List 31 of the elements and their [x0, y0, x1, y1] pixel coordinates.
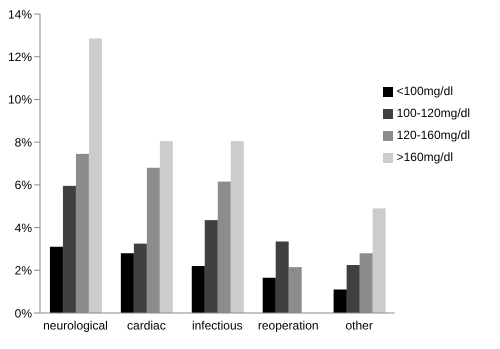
- y-tick-label: 14%: [8, 7, 32, 22]
- legend-label: 100-120mg/dl: [396, 106, 470, 120]
- y-tick-label: 6%: [14, 178, 32, 192]
- bar: [372, 208, 386, 313]
- y-tick-label: 0%: [14, 306, 32, 320]
- bar: [50, 246, 63, 313]
- bar: [88, 38, 102, 313]
- bar: [230, 141, 244, 313]
- y-tick-label: 12%: [8, 50, 32, 64]
- y-tick-label: 4%: [14, 220, 32, 235]
- y-tick-label: 8%: [14, 135, 32, 150]
- x-tick-label: reoperation: [258, 318, 319, 333]
- x-tick-label: cardiac: [127, 318, 166, 333]
- y-tick-label: 2%: [14, 264, 32, 278]
- bar: [160, 141, 173, 313]
- bar: [134, 244, 147, 313]
- legend-label: >160mg/dl: [396, 150, 453, 164]
- x-tick-label: infectious: [192, 318, 243, 333]
- legend-label: <100mg/dl: [396, 84, 453, 98]
- bar: [334, 290, 347, 313]
- bar: [204, 220, 218, 313]
- x-tick-label: neurological: [43, 318, 108, 333]
- y-tick-label: 10%: [8, 92, 32, 107]
- x-tick-label: other: [345, 318, 373, 333]
- bar: [62, 186, 76, 313]
- bar: [120, 253, 134, 313]
- legend-label: 120-160mg/dl: [396, 128, 470, 142]
- bar: [262, 278, 276, 313]
- bar: [276, 241, 289, 313]
- bar: [192, 266, 205, 313]
- bar: [346, 264, 360, 313]
